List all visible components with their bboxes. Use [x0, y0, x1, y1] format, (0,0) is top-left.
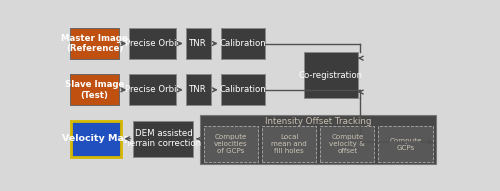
- Text: TNR: TNR: [190, 85, 207, 94]
- Text: Co-registration: Co-registration: [298, 71, 362, 80]
- Text: TNR: TNR: [190, 39, 207, 48]
- FancyBboxPatch shape: [320, 126, 374, 162]
- Text: Compute
GCPs: Compute GCPs: [389, 138, 422, 151]
- Text: Calibration: Calibration: [220, 39, 266, 48]
- Text: Precise Orbit: Precise Orbit: [125, 85, 180, 94]
- Text: Velocity Map: Velocity Map: [62, 134, 130, 143]
- FancyBboxPatch shape: [304, 52, 358, 98]
- FancyBboxPatch shape: [70, 28, 118, 59]
- FancyBboxPatch shape: [134, 121, 194, 157]
- Text: Calibration: Calibration: [220, 85, 266, 94]
- FancyBboxPatch shape: [262, 126, 316, 162]
- Text: Master Image
(Reference): Master Image (Reference): [61, 34, 128, 53]
- Text: Compute
velocity &
offset: Compute velocity & offset: [330, 134, 365, 154]
- FancyBboxPatch shape: [129, 74, 176, 105]
- FancyBboxPatch shape: [204, 126, 258, 162]
- Text: DEM assisted
Terrain correction: DEM assisted Terrain correction: [126, 129, 201, 148]
- FancyBboxPatch shape: [186, 28, 211, 59]
- FancyBboxPatch shape: [186, 74, 211, 105]
- Text: Compute
velocities
of GCPs: Compute velocities of GCPs: [214, 134, 248, 154]
- FancyBboxPatch shape: [220, 28, 265, 59]
- FancyBboxPatch shape: [200, 115, 436, 164]
- FancyBboxPatch shape: [71, 121, 122, 157]
- Text: Slave Image
(Test): Slave Image (Test): [65, 80, 124, 100]
- FancyBboxPatch shape: [220, 74, 265, 105]
- FancyBboxPatch shape: [378, 126, 432, 162]
- Text: Precise Orbit: Precise Orbit: [125, 39, 180, 48]
- FancyBboxPatch shape: [129, 28, 176, 59]
- FancyBboxPatch shape: [70, 74, 118, 105]
- Text: Intensity Offset Tracking: Intensity Offset Tracking: [265, 117, 372, 125]
- Text: Local
mean and
fill holes: Local mean and fill holes: [272, 134, 307, 154]
